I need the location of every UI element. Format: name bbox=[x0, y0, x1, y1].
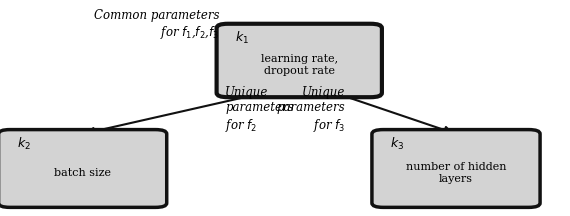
Text: $k_3$: $k_3$ bbox=[390, 136, 404, 152]
Text: Unique
parameters
for $f_3$: Unique parameters for $f_3$ bbox=[276, 86, 345, 134]
FancyBboxPatch shape bbox=[0, 130, 166, 207]
Text: learning rate,
dropout rate: learning rate, dropout rate bbox=[260, 54, 338, 76]
FancyBboxPatch shape bbox=[372, 130, 540, 207]
Text: $k_2$: $k_2$ bbox=[17, 136, 31, 152]
Text: $k_1$: $k_1$ bbox=[235, 30, 249, 46]
Text: Common parameters
for $f_1$,$f_2$,$f_3$: Common parameters for $f_1$,$f_2$,$f_3$ bbox=[94, 9, 219, 41]
Text: Unique
parameters
for $f_2$: Unique parameters for $f_2$ bbox=[225, 86, 294, 134]
Text: number of hidden
layers: number of hidden layers bbox=[406, 162, 506, 184]
Text: batch size: batch size bbox=[54, 168, 111, 178]
FancyBboxPatch shape bbox=[217, 24, 382, 97]
